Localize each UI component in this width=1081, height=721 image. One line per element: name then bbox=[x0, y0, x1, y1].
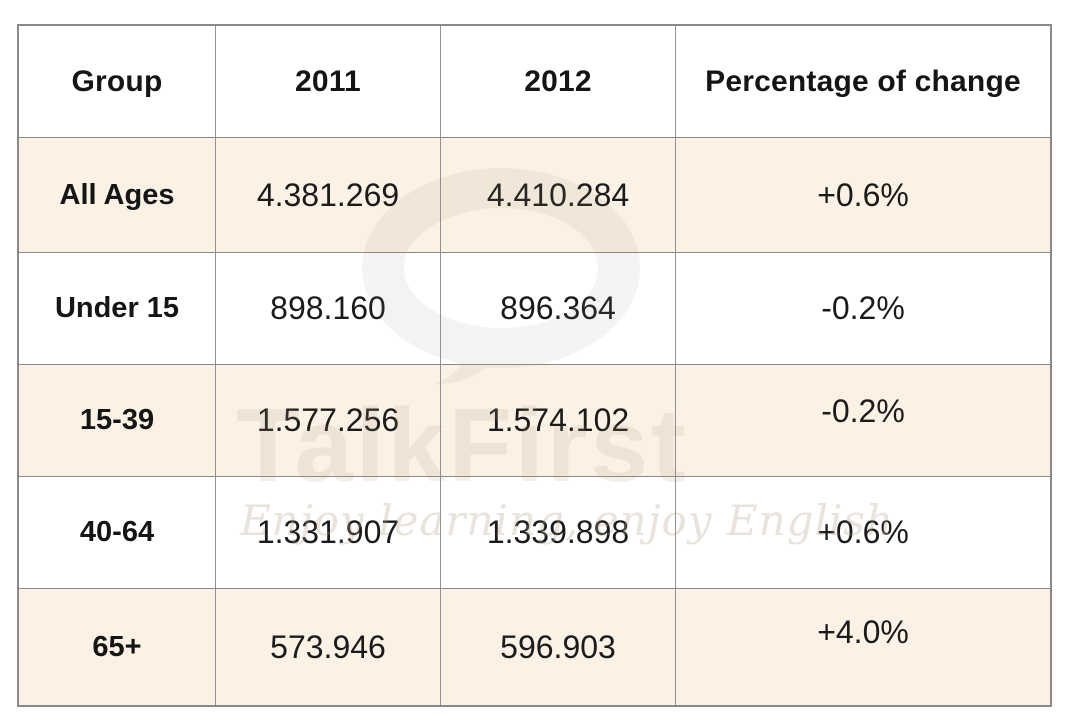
cell-2011: 1.577.256 bbox=[216, 365, 441, 477]
value-change: -0.2% bbox=[821, 290, 905, 326]
cell-2012: 1.574.102 bbox=[441, 365, 676, 477]
column-header-label: 2011 bbox=[295, 64, 361, 98]
column-header-label: Percentage of change bbox=[705, 64, 1021, 98]
value-2012: 896.364 bbox=[500, 290, 616, 326]
value-2012: 1.339.898 bbox=[486, 514, 630, 550]
cell-2012: 4.410.284 bbox=[441, 138, 676, 253]
cell-change: +0.6% bbox=[676, 477, 1050, 589]
cell-group: 65+ bbox=[19, 589, 216, 705]
cell-change: -0.2% bbox=[676, 365, 1050, 477]
value-change: +0.6% bbox=[817, 176, 909, 213]
column-header-group: Group bbox=[19, 26, 216, 138]
cell-group: 15-39 bbox=[19, 365, 216, 477]
group-label: 40-64 bbox=[79, 516, 155, 548]
value-2012: 596.903 bbox=[500, 628, 616, 665]
column-header-2011: 2011 bbox=[216, 26, 441, 138]
cell-2011: 573.946 bbox=[216, 589, 441, 705]
group-label: Under 15 bbox=[54, 292, 180, 324]
value-2011: 898.160 bbox=[270, 290, 386, 326]
column-header-2012: 2012 bbox=[441, 26, 676, 138]
column-header-label: Group bbox=[71, 64, 163, 98]
cell-change: +0.6% bbox=[676, 138, 1050, 253]
cell-2011: 898.160 bbox=[216, 253, 441, 365]
value-2011: 573.946 bbox=[270, 628, 386, 665]
value-2012: 4.410.284 bbox=[486, 176, 630, 213]
population-table: Group 2011 2012 Percentage of change All… bbox=[17, 24, 1052, 707]
cell-group: All Ages bbox=[19, 138, 216, 253]
cell-2012: 896.364 bbox=[441, 253, 676, 365]
cell-2012: 1.339.898 bbox=[441, 477, 676, 589]
column-header-label: 2012 bbox=[524, 64, 592, 98]
cell-2012: 596.903 bbox=[441, 589, 676, 705]
cell-change: -0.2% bbox=[676, 253, 1050, 365]
cell-2011: 1.331.907 bbox=[216, 477, 441, 589]
value-2011: 1.331.907 bbox=[256, 514, 400, 550]
column-header-change: Percentage of change bbox=[676, 26, 1050, 138]
cell-group: 40-64 bbox=[19, 477, 216, 589]
value-change: +0.6% bbox=[817, 514, 909, 550]
value-2011: 4.381.269 bbox=[256, 176, 400, 213]
group-label: 15-39 bbox=[79, 404, 155, 436]
value-change: -0.2% bbox=[821, 393, 905, 429]
group-label: All Ages bbox=[59, 178, 175, 211]
value-change: +4.0% bbox=[817, 613, 909, 650]
value-2011: 1.577.256 bbox=[256, 402, 400, 438]
cell-change: +4.0% bbox=[676, 589, 1050, 705]
cell-group: Under 15 bbox=[19, 253, 216, 365]
value-2012: 1.574.102 bbox=[486, 402, 630, 438]
cell-2011: 4.381.269 bbox=[216, 138, 441, 253]
group-label: 65+ bbox=[92, 630, 142, 663]
